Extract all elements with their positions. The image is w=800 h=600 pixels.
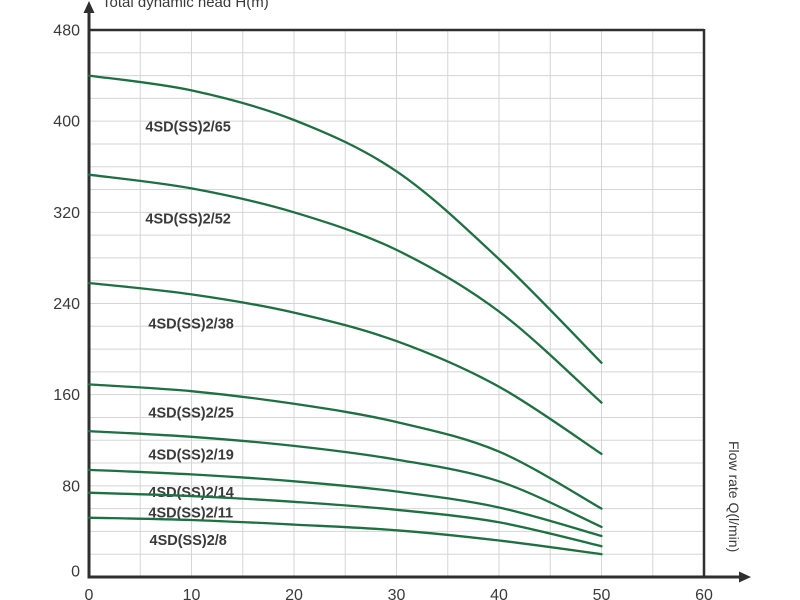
- curve-label: 4SD(SS)2/11: [148, 506, 233, 522]
- pump-curve: [87, 429, 603, 529]
- y-tick-label: 240: [53, 296, 80, 313]
- x-tick-label: 40: [490, 587, 508, 600]
- x-tick-label: 30: [388, 587, 406, 600]
- curve-label: 4SD(SS)2/8: [150, 533, 227, 549]
- y-tick-label: 400: [53, 114, 80, 131]
- y-tick-label: 0: [71, 564, 80, 581]
- pump-curve: [87, 516, 603, 556]
- y-axis-arrow-icon: [83, 1, 95, 13]
- y-axis-title: Total dynamic head H(m): [102, 0, 269, 11]
- x-tick-label: 10: [183, 587, 201, 600]
- pump-curve: [87, 383, 603, 510]
- pump-curve: [87, 74, 603, 364]
- x-tick-label: 20: [285, 587, 303, 600]
- y-tick-label: 160: [53, 387, 80, 404]
- y-tick-label: 80: [62, 478, 80, 495]
- curve-label: 4SD(SS)2/52: [145, 212, 230, 228]
- curve-label: 4SD(SS)2/19: [148, 448, 233, 464]
- x-axis-arrow-icon: [739, 571, 751, 583]
- curve-label: 4SD(SS)2/25: [148, 406, 233, 422]
- curve-label: 4SD(SS)2/38: [148, 317, 233, 333]
- pump-curve: [87, 491, 603, 548]
- curve-label: 4SD(SS)2/65: [145, 119, 230, 135]
- curve-label: 4SD(SS)2/14: [148, 485, 233, 501]
- plot-border: [87, 28, 706, 577]
- x-axis-title: Flow rate Q(l/min): [726, 441, 742, 553]
- x-tick-label: 60: [695, 587, 713, 600]
- y-tick-label: 320: [53, 205, 80, 222]
- pump-curve: [87, 468, 603, 538]
- y-tick-label: 480: [53, 23, 80, 40]
- x-tick-label: 50: [593, 587, 611, 600]
- pump-curve: [87, 173, 603, 404]
- pump-curve: [87, 281, 603, 456]
- x-tick-label: 0: [85, 587, 94, 600]
